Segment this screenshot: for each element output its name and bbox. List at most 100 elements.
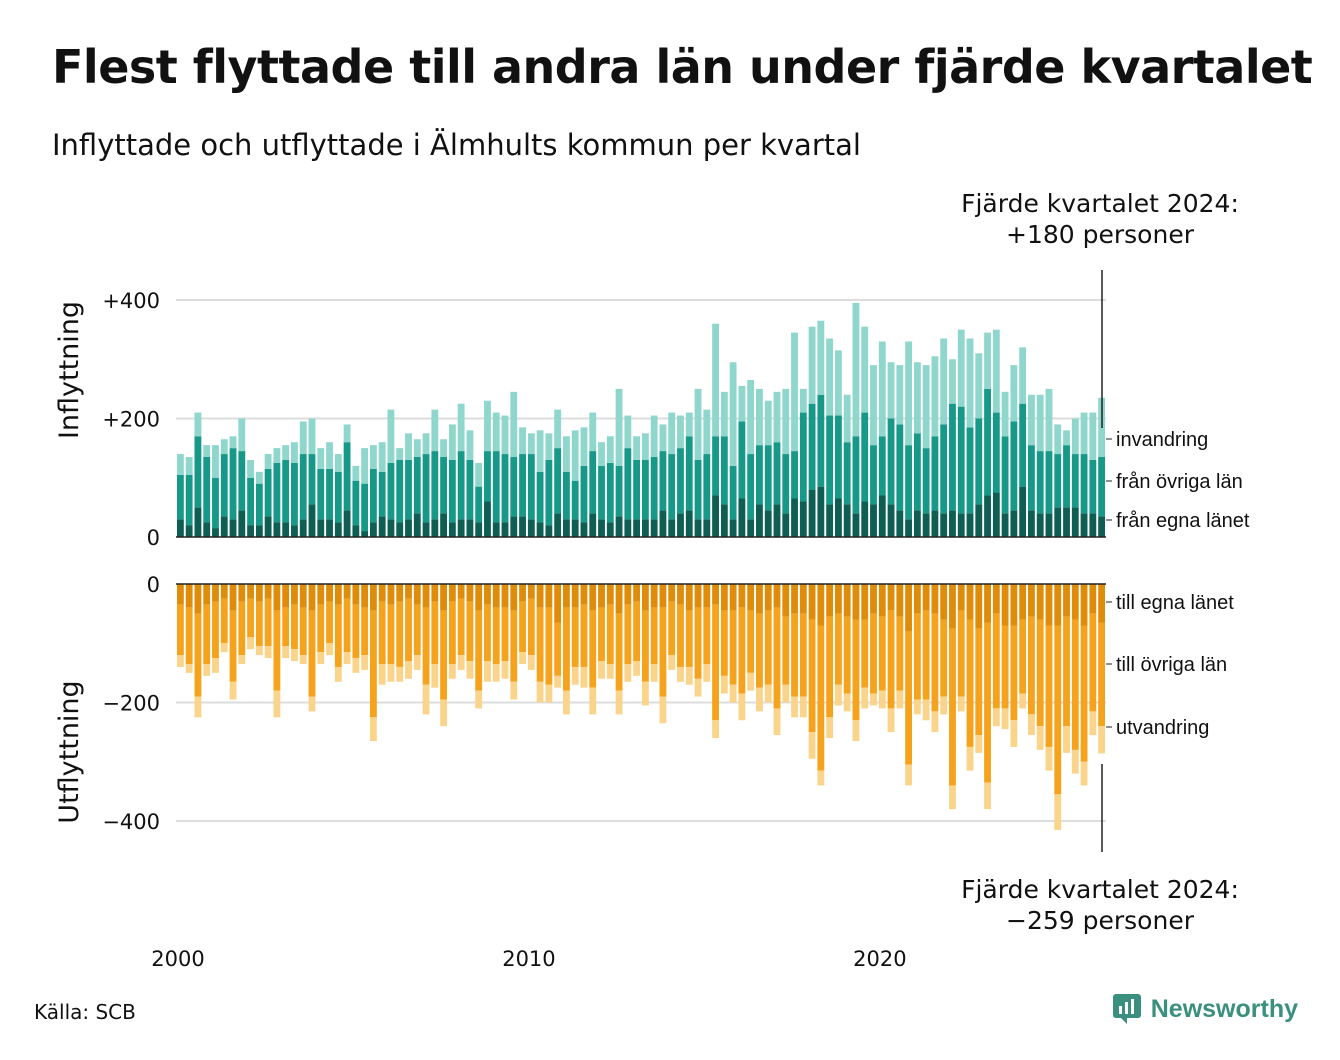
legend-label-outflow: till egna länet — [1116, 592, 1234, 614]
bar-outflow — [492, 607, 500, 664]
bar-inflow — [1010, 510, 1018, 537]
bar-outflow — [212, 584, 219, 602]
bar-inflow — [1019, 486, 1027, 537]
bar-inflow — [247, 477, 254, 526]
bar-outflow — [913, 584, 921, 614]
bar-outflow — [808, 732, 816, 759]
bar-outflow — [229, 681, 237, 700]
bar-outflow — [712, 720, 719, 739]
bar-inflow — [519, 516, 526, 537]
bar-outflow — [501, 584, 509, 608]
bar-inflow — [1071, 507, 1079, 538]
bar-inflow — [352, 480, 360, 526]
bar-outflow — [396, 666, 404, 682]
bar-outflow — [229, 584, 237, 611]
bar-inflow — [685, 436, 693, 511]
bar-outflow — [791, 584, 798, 614]
bar-inflow — [378, 471, 386, 517]
bar-outflow — [510, 584, 518, 611]
bar-outflow — [949, 628, 956, 786]
bar-inflow — [817, 394, 825, 487]
bar-inflow — [1019, 403, 1027, 487]
brand-logo[interactable]: Newsworthy — [1112, 994, 1298, 1024]
bar-inflow — [1098, 457, 1106, 517]
bar-outflow — [203, 584, 211, 605]
bar-outflow — [826, 616, 834, 718]
bar-outflow — [387, 584, 395, 605]
bar-outflow — [387, 604, 395, 664]
bar-inflow — [413, 457, 421, 514]
bar-outflow — [238, 601, 246, 656]
bar-outflow — [615, 584, 623, 614]
bar-inflow — [431, 519, 439, 537]
bar-outflow — [703, 584, 711, 608]
bar-inflow — [580, 522, 588, 537]
bar-outflow — [870, 693, 877, 706]
bar-outflow — [992, 584, 1000, 614]
bar-outflow — [220, 584, 228, 599]
bar-outflow — [922, 584, 930, 611]
y-axis-title-outflow: Utflyttning — [54, 680, 85, 823]
bar-outflow — [571, 584, 579, 608]
bar-outflow — [1080, 584, 1088, 626]
bar-outflow — [966, 746, 974, 771]
bar-outflow — [1045, 584, 1053, 626]
bar-inflow — [291, 442, 298, 463]
bar-outflow — [1080, 761, 1088, 786]
bar-inflow — [343, 510, 351, 537]
bar-outflow — [185, 607, 193, 664]
bar-inflow — [773, 504, 781, 537]
bars-layer — [176, 302, 1106, 830]
bar-inflow — [1089, 513, 1097, 537]
bar-outflow — [527, 584, 535, 599]
bar-outflow — [685, 610, 693, 667]
bar-outflow — [519, 584, 526, 602]
bar-outflow — [571, 607, 579, 667]
bar-outflow — [861, 619, 869, 688]
bar-inflow — [615, 465, 623, 517]
bar-inflow — [212, 445, 219, 478]
bar-outflow — [1028, 714, 1035, 736]
bar-inflow — [703, 519, 711, 537]
bar-outflow — [808, 584, 816, 620]
bar-inflow — [369, 522, 377, 537]
bar-inflow — [782, 513, 790, 537]
bar-inflow — [563, 471, 570, 520]
y-tick-label: +400 — [102, 289, 160, 313]
bar-inflow — [589, 451, 597, 514]
y-axis-title-inflow: Inflyttning — [54, 301, 85, 439]
bar-outflow — [791, 696, 798, 718]
bar-outflow — [1098, 584, 1106, 623]
bar-outflow — [413, 604, 421, 656]
bar-outflow — [896, 584, 904, 617]
bar-outflow — [984, 782, 991, 810]
bar-outflow — [440, 699, 448, 727]
bar-inflow — [694, 459, 702, 520]
bar-inflow — [799, 412, 807, 502]
bar-inflow — [738, 421, 746, 499]
bar-outflow — [694, 678, 702, 697]
bar-inflow — [255, 471, 263, 484]
bar-inflow — [931, 436, 939, 511]
bar-outflow — [536, 584, 544, 608]
bar-outflow — [940, 584, 948, 620]
bar-inflow — [405, 519, 412, 537]
bar-inflow — [291, 525, 298, 537]
bar-outflow — [826, 717, 834, 739]
bar-outflow — [247, 598, 254, 638]
bar-outflow — [931, 711, 939, 733]
bar-inflow — [843, 442, 851, 505]
bar-outflow — [598, 661, 605, 679]
bar-outflow — [966, 584, 974, 620]
bar-outflow — [378, 584, 386, 602]
bar-inflow — [738, 385, 746, 422]
bar-outflow — [650, 663, 658, 682]
bar-inflow — [1071, 418, 1079, 455]
bar-outflow — [1001, 625, 1009, 709]
bar-outflow — [834, 613, 842, 685]
bar-inflow — [264, 454, 272, 469]
bar-inflow — [624, 448, 632, 520]
bar-outflow — [852, 619, 860, 721]
bar-outflow — [843, 616, 851, 694]
